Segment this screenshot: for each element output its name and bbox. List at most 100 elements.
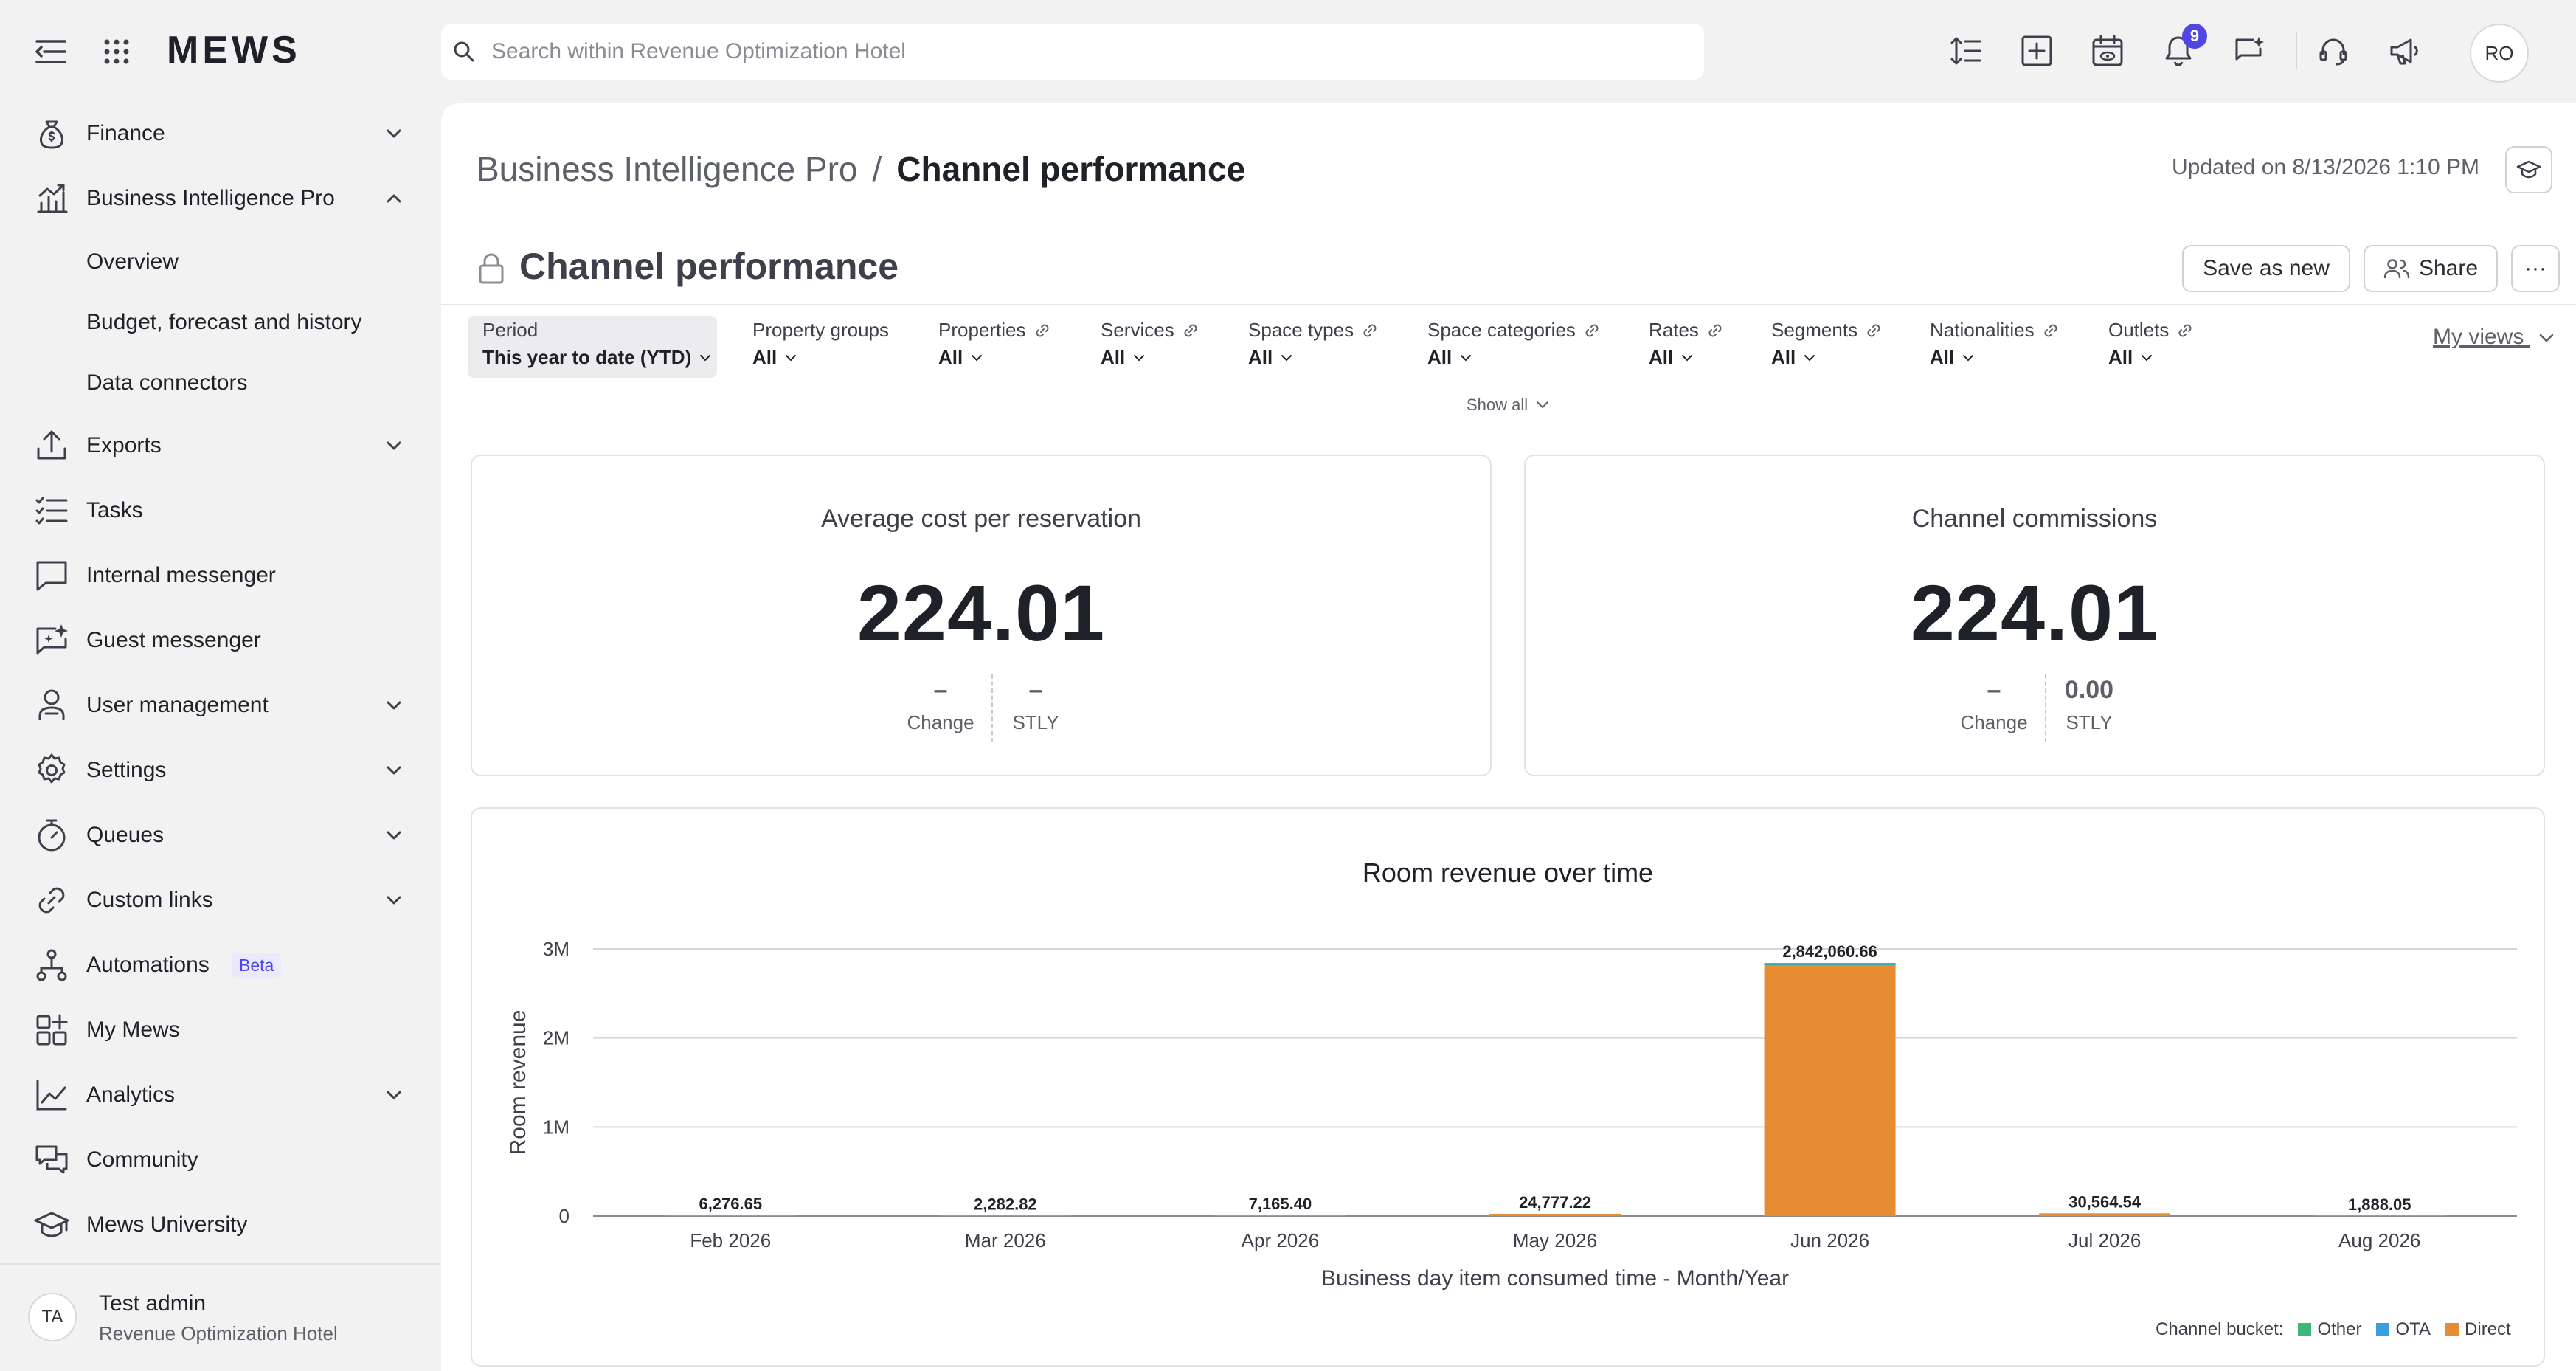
- share-button-label: Share: [2418, 256, 2479, 280]
- filter-properties[interactable]: Properties All: [938, 319, 1051, 369]
- bar-total-label: 7,165.40: [1249, 1195, 1312, 1213]
- account-hotel: Revenue Optimization Hotel: [99, 1322, 338, 1344]
- sidebar-subitem-budget-forecast-history[interactable]: Budget, forecast and history: [86, 310, 362, 334]
- legend-item-direct[interactable]: Direct: [2445, 1319, 2511, 1340]
- search-bar[interactable]: [441, 24, 1704, 80]
- bar-direct-jul-2026: [2039, 1213, 2171, 1216]
- add-square-icon[interactable]: [2020, 34, 2054, 68]
- sidebar-item-label: User management: [86, 693, 269, 717]
- share-button[interactable]: Share: [2364, 245, 2498, 292]
- sidebar-item-community[interactable]: Community: [0, 1130, 441, 1189]
- legend-title: Channel bucket:: [2156, 1319, 2284, 1339]
- sidebar-item-label: Analytics: [86, 1082, 176, 1107]
- kpi-divider: [2045, 674, 2046, 742]
- announcement-megaphone-icon[interactable]: [2387, 34, 2421, 68]
- chevron-down-icon: [1281, 354, 1292, 361]
- ai-chat-icon[interactable]: [2232, 34, 2266, 68]
- y-tick-label: 1M: [543, 1116, 569, 1138]
- breadcrumb-parent[interactable]: Business Intelligence Pro: [477, 150, 858, 188]
- sidebar-item-business-intelligence-pro[interactable]: Business Intelligence Pro: [0, 169, 441, 228]
- filter-label-text: Nationalities: [1930, 319, 2035, 341]
- bar-total-label: 1,888.05: [2348, 1195, 2411, 1214]
- kpi-change-value: –: [1987, 676, 2001, 704]
- sidebar-item-mews-university[interactable]: Mews University: [0, 1195, 441, 1254]
- updated-timestamp: Updated on 8/13/2026 1:10 PM: [2172, 155, 2479, 179]
- menu-toggle-icon[interactable]: [35, 37, 66, 66]
- flow-icon: [36, 949, 67, 981]
- bar-total-label: 2,282.82: [974, 1195, 1037, 1214]
- line-height-icon[interactable]: [1949, 34, 1983, 68]
- user-avatar[interactable]: RO: [2470, 24, 2529, 83]
- account-avatar[interactable]: TA: [28, 1293, 77, 1341]
- x-tick-label: Aug 2026: [2338, 1229, 2420, 1251]
- sidebar-item-custom-links[interactable]: Custom links: [0, 871, 441, 930]
- sidebar-item-internal-messenger[interactable]: Internal messenger: [0, 546, 441, 605]
- kpi-stly: 0.00 STLY: [2052, 676, 2126, 734]
- calendar-view-icon[interactable]: [2091, 34, 2125, 68]
- sidebar-item-label: Tasks: [86, 498, 143, 522]
- filter-label: Services: [1101, 319, 1199, 342]
- sidebar-item-finance[interactable]: Finance: [0, 104, 441, 163]
- sidebar-subitem-data-connectors[interactable]: Data connectors: [86, 370, 248, 395]
- kpi-stly-label: STLY: [2066, 711, 2113, 733]
- toolbar-divider: [2296, 32, 2297, 69]
- more-options-button[interactable]: ···: [2511, 245, 2560, 292]
- save-as-new-button[interactable]: Save as new: [2182, 245, 2350, 292]
- widgets-icon: [36, 1014, 68, 1046]
- filter-rates[interactable]: Rates All: [1649, 319, 1724, 369]
- filter-value-text: All: [752, 346, 778, 368]
- sidebar-item-user-management[interactable]: User management: [0, 676, 441, 735]
- filter-label: Space categories: [1427, 319, 1601, 342]
- apps-grid-icon[interactable]: [103, 38, 130, 65]
- report-title: Channel performance: [519, 246, 899, 287]
- chevron-down-icon: [786, 354, 797, 361]
- sidebar-item-my-mews[interactable]: My Mews: [0, 1001, 441, 1060]
- filter-period[interactable]: Period This year to date (YTD): [482, 319, 712, 369]
- filter-label: Outlets: [2108, 319, 2194, 342]
- filter-label: Segments: [1771, 319, 1883, 342]
- legend-item-other[interactable]: Other: [2298, 1319, 2361, 1340]
- link-icon: [1867, 324, 1880, 336]
- filter-nationalities[interactable]: Nationalities All: [1930, 319, 2060, 369]
- sidebar-item-label: Custom links: [86, 888, 213, 912]
- chevron-up-icon: [387, 194, 401, 203]
- legend-item-ota[interactable]: OTA: [2376, 1319, 2431, 1340]
- filter-label-text: Space categories: [1427, 319, 1576, 341]
- search-input[interactable]: [491, 39, 1672, 64]
- filter-label-text: Properties: [938, 319, 1026, 341]
- kpi-change: – Change: [1953, 676, 2035, 734]
- my-views-dropdown[interactable]: My views: [2433, 325, 2555, 350]
- account-name[interactable]: Test admin: [99, 1291, 207, 1316]
- kpi-value: 224.01: [856, 568, 1106, 657]
- show-all-filters-button[interactable]: Show all: [1467, 396, 1550, 415]
- filter-space-categories[interactable]: Space categories All: [1427, 319, 1601, 369]
- sidebar-item-exports[interactable]: Exports: [0, 416, 441, 475]
- sidebar-item-settings[interactable]: Settings: [0, 741, 441, 800]
- filter-outlets[interactable]: Outlets All: [2108, 319, 2194, 369]
- filter-value-text: All: [1771, 346, 1796, 368]
- learn-button[interactable]: [2505, 146, 2552, 193]
- sidebar-item-queues[interactable]: Queues: [0, 806, 441, 865]
- chevron-down-icon: [2142, 354, 2153, 361]
- filter-label-text: Outlets: [2108, 319, 2170, 341]
- sidebar-item-automations[interactable]: Automations Beta: [0, 936, 441, 995]
- filter-segments[interactable]: Segments All: [1771, 319, 1883, 369]
- mews-logo[interactable]: MEWS: [167, 29, 301, 72]
- sidebar-item-tasks[interactable]: Tasks: [0, 481, 441, 540]
- kpi-change: – Change: [900, 676, 981, 734]
- chevron-down-icon: [387, 441, 401, 450]
- filter-services[interactable]: Services All: [1101, 319, 1199, 369]
- stopwatch-icon: [38, 819, 66, 852]
- chevron-down-icon: [1537, 401, 1549, 409]
- support-headset-icon[interactable]: [2316, 34, 2350, 68]
- filter-label: Property groups: [752, 319, 889, 342]
- filter-space-types[interactable]: Space types All: [1248, 319, 1379, 369]
- filter-value: All: [1101, 346, 1199, 369]
- sidebar-subitem-overview[interactable]: Overview: [86, 249, 179, 274]
- filter-label: Rates: [1649, 319, 1724, 342]
- filter-property-groups[interactable]: Property groups All: [752, 319, 889, 369]
- sidebar-item-analytics[interactable]: Analytics: [0, 1066, 441, 1125]
- sidebar-item-label: Internal messenger: [86, 563, 276, 587]
- sidebar-item-guest-messenger[interactable]: Guest messenger: [0, 611, 441, 670]
- kpi-stly-value: 0.00: [2064, 676, 2114, 704]
